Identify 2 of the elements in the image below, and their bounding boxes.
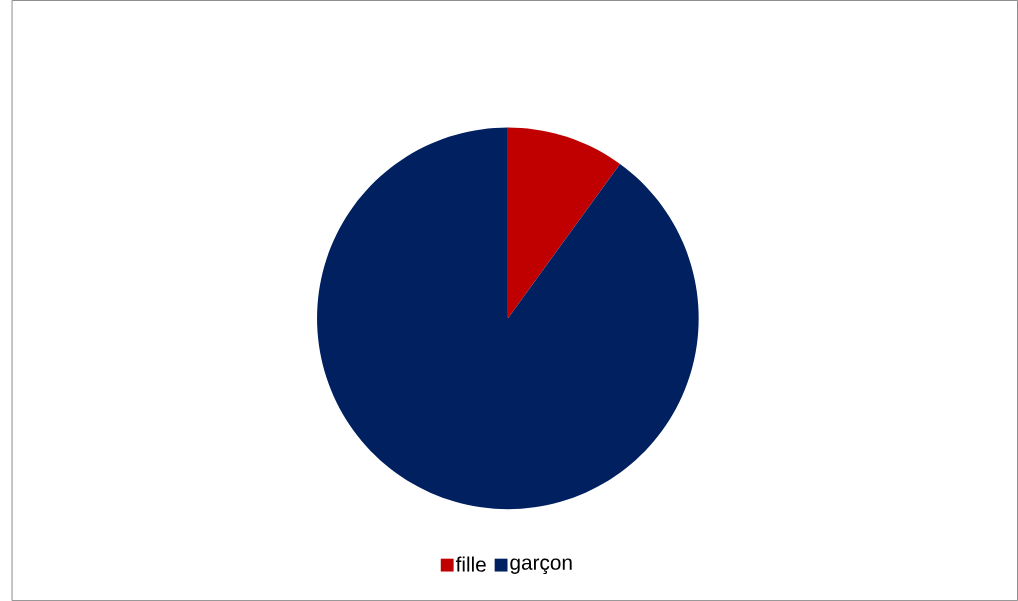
legend-label: fille — [455, 556, 486, 572]
legend-label: garçon — [510, 558, 572, 574]
